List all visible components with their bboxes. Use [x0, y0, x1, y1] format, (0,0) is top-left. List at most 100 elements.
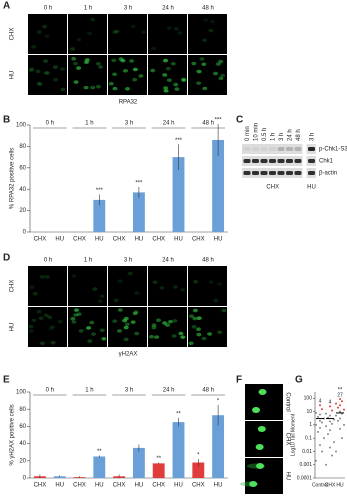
nucleus [124, 322, 130, 327]
nucleus [44, 34, 50, 38]
point [315, 459, 317, 462]
nucleus [86, 326, 92, 330]
micrograph [148, 266, 187, 306]
y-tick-label: 0.0001 [297, 475, 313, 481]
point [327, 433, 329, 436]
count-label: 27 [337, 392, 343, 398]
row-label: CHX [10, 28, 16, 41]
band [269, 147, 276, 151]
nucleus [167, 319, 173, 324]
nucleus [86, 31, 92, 36]
micrograph [148, 307, 187, 347]
y-tick-label: 100 [304, 396, 313, 402]
x-tick-label: HU [135, 483, 144, 489]
nucleus [76, 38, 82, 42]
nucleus [74, 308, 80, 312]
micrograph [108, 266, 147, 306]
x-tick-label: HU [214, 237, 223, 243]
point [337, 419, 339, 422]
nucleus [193, 280, 199, 284]
nucleus [172, 319, 178, 323]
band [252, 159, 259, 163]
y-axis-label: % γH2AX positive cells [10, 404, 16, 465]
nucleus [114, 29, 120, 34]
nucleus [76, 66, 82, 70]
band [277, 171, 285, 175]
bar [93, 199, 106, 232]
nucleus [37, 82, 43, 86]
nucleus [47, 315, 53, 320]
nucleus [123, 316, 129, 321]
nucleus [95, 61, 101, 66]
lane-label: 0 min [245, 126, 251, 141]
comet-image [245, 458, 283, 494]
y-tick-label: 20 [19, 458, 26, 464]
y-tick-label: 60 [19, 424, 26, 430]
nucleus [118, 57, 124, 61]
nucleus [31, 45, 37, 49]
y-tick-label: 80 [19, 144, 26, 150]
lane-label: 48 h [296, 129, 302, 141]
nucleus [181, 77, 187, 82]
point [325, 463, 327, 466]
nucleus [87, 339, 93, 343]
nucleus [180, 335, 186, 339]
group-label: 3 h [125, 388, 133, 394]
point [319, 426, 321, 429]
band-label: β-actin [319, 171, 337, 177]
panel-label: D [3, 253, 10, 264]
nucleus [83, 85, 89, 90]
nucleus [84, 58, 90, 62]
x-tick-label: CHX [73, 483, 86, 489]
point [315, 423, 317, 426]
nucleus [173, 285, 179, 289]
nucleus [95, 84, 101, 89]
point [335, 402, 337, 405]
nucleus [99, 294, 105, 299]
band [277, 147, 285, 151]
point [333, 418, 335, 421]
point [333, 441, 335, 444]
nucleus [76, 312, 82, 316]
column-header: 3 h [124, 258, 132, 264]
nucleus [196, 316, 202, 320]
nucleus [117, 308, 123, 312]
nucleus [188, 341, 194, 346]
nucleus [196, 69, 202, 74]
point [343, 423, 345, 426]
nucleus [28, 324, 34, 329]
nucleus [44, 71, 50, 75]
nucleus [177, 31, 183, 35]
point [319, 444, 321, 447]
nucleus [113, 298, 119, 303]
nucleus [213, 298, 219, 303]
bar [93, 456, 106, 478]
nucleus [151, 323, 157, 328]
group-label: 0 h [46, 121, 54, 127]
point [337, 406, 339, 409]
y-tick-label: 0 [23, 230, 27, 236]
lane-label: 3 h [309, 133, 315, 141]
nucleus [35, 69, 41, 74]
row-label: CHX [284, 433, 290, 446]
significance: ** [97, 449, 102, 455]
group-label: 24 h [163, 121, 175, 127]
caption: RPA32 [119, 100, 138, 106]
nucleus [71, 56, 77, 61]
nucleus [39, 341, 45, 346]
point [329, 420, 331, 423]
nucleus [162, 321, 168, 325]
nucleus [39, 275, 45, 279]
group-label: CHX [266, 185, 279, 191]
nucleus [133, 310, 139, 315]
nucleus [203, 18, 209, 22]
x-tick-label: HU [174, 237, 183, 243]
nucleus [130, 320, 136, 324]
nucleus [90, 85, 96, 90]
point [331, 454, 333, 457]
nucleus [53, 77, 59, 82]
point [329, 414, 331, 417]
nucleus [138, 74, 144, 78]
y-tick-label: 0.001 [299, 462, 312, 468]
point [343, 408, 345, 411]
